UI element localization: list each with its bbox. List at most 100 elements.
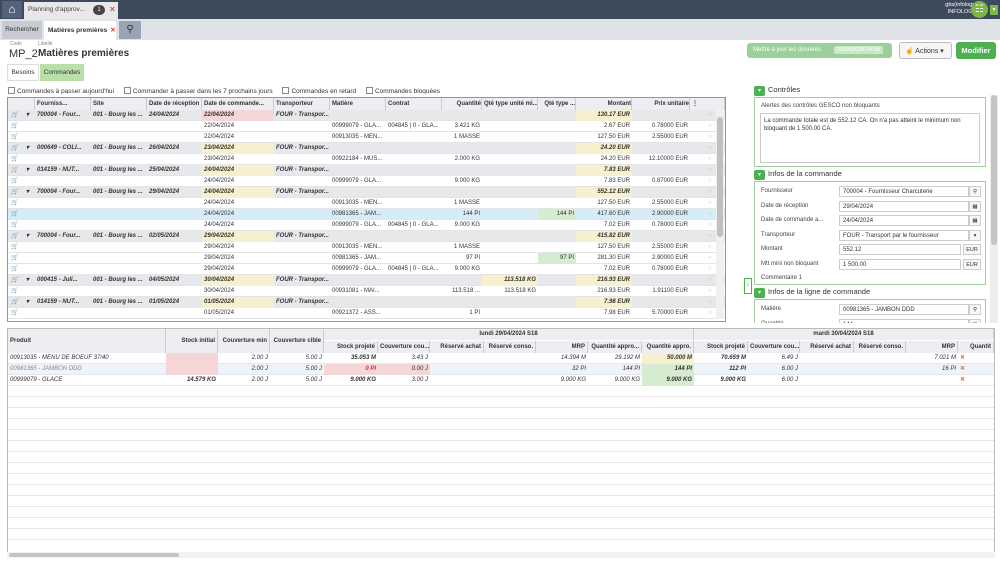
column-header[interactable]: Site xyxy=(91,98,147,110)
field-input[interactable]: 00981365 - JAMBON DDD xyxy=(839,304,969,315)
cart-icon[interactable]: 🛒 xyxy=(11,123,19,129)
cart-icon[interactable]: 🛒 xyxy=(11,167,19,173)
field-action-icon[interactable]: ⚲ xyxy=(969,304,981,315)
column-header[interactable]: Contrat xyxy=(386,98,442,110)
checkbox[interactable] xyxy=(282,87,290,94)
cart-icon[interactable]: 🛒 xyxy=(11,299,19,305)
close-icon[interactable]: ✕ xyxy=(960,377,966,383)
column-header[interactable]: Date de réception xyxy=(147,98,202,110)
row-status-icon[interactable]: ○ xyxy=(708,255,712,261)
column-header[interactable]: Réservé conso. xyxy=(854,341,906,353)
alert-textarea[interactable]: La commande totale est de 552.12 CA. On … xyxy=(760,113,980,163)
row-status-icon[interactable]: ○ xyxy=(708,156,712,162)
cart-icon[interactable]: 🛒 xyxy=(11,178,19,184)
update-data-button[interactable]: Mettre à jour les données 23/04/2024 04:0… xyxy=(747,43,892,58)
home-icon[interactable]: ⌂ xyxy=(2,1,22,18)
column-header[interactable]: Fourniss... xyxy=(35,98,91,110)
row-status-icon[interactable]: ○ xyxy=(708,299,712,305)
row-status-icon[interactable]: ○ xyxy=(708,145,712,151)
column-header[interactable]: Qté type ... xyxy=(538,98,576,110)
group-row[interactable]: 🛒 ▾ 014159 - NUT... 001 - Bourg les ... 01/0… xyxy=(8,297,725,308)
grid-scrollbar[interactable] xyxy=(716,109,724,319)
row-status-icon[interactable]: ○ xyxy=(708,211,712,217)
column-header[interactable]: Qté type unité mi... xyxy=(482,98,538,110)
column-header[interactable]: Montant xyxy=(576,98,632,110)
chevron-down-icon[interactable]: ▾ xyxy=(26,277,30,283)
row-status-icon[interactable]: ○ xyxy=(708,222,712,228)
field-input[interactable]: FOUR - Transport par le fournisseur xyxy=(839,229,969,241)
table-row[interactable]: 🛒 30/04/2024 00931081 - MAI... 113.518 ... 1… xyxy=(8,286,725,297)
column-header[interactable]: Matière xyxy=(330,98,386,110)
row-status-icon[interactable]: ○ xyxy=(708,167,712,173)
cart-icon[interactable]: 🛒 xyxy=(11,244,19,250)
table-row[interactable]: 🛒 24/04/2024 00999079 - GLA... 004845 | 0 -… xyxy=(8,220,725,231)
column-header[interactable]: Stock projeté xyxy=(324,341,378,353)
column-header[interactable]: Quantit xyxy=(958,341,994,353)
cart-icon[interactable]: 🛒 xyxy=(11,277,19,283)
table-row[interactable]: 00999079 - GLACE 14.579 KG 2.00 J 5.00 J 9.0… xyxy=(8,375,994,386)
cart-icon[interactable]: 🛒 xyxy=(11,156,19,162)
cart-icon[interactable]: 🛒 xyxy=(11,222,19,228)
chevron-right-icon[interactable]: › xyxy=(744,278,752,294)
table-row[interactable]: 🛒 24/04/2024 00913035 - MEN... 1 MASSE 127.5… xyxy=(8,198,725,209)
chevron-down-icon[interactable]: ▾ xyxy=(26,145,30,151)
column-menu-icon[interactable]: ⋮ xyxy=(690,98,725,110)
field-action-icon[interactable]: ▦ xyxy=(969,318,981,323)
table-row[interactable] xyxy=(8,386,994,397)
section-controles[interactable]: ▾ Contrôles xyxy=(754,85,800,97)
checkbox[interactable] xyxy=(365,87,373,94)
cart-icon[interactable]: 🛒 xyxy=(11,255,19,261)
table-row[interactable]: 🛒 29/04/2024 00999079 - GLA... 004845 | 0 -… xyxy=(8,264,725,275)
bottom-scrollbar[interactable] xyxy=(7,552,995,558)
chevron-down-icon[interactable]: ▾ xyxy=(26,299,30,305)
table-row[interactable] xyxy=(8,452,994,463)
column-header[interactable]: Quantité appro. xyxy=(642,341,694,353)
close-icon[interactable]: ✕ xyxy=(960,355,966,361)
row-status-icon[interactable]: ○ xyxy=(708,200,712,206)
row-status-icon[interactable]: ○ xyxy=(708,310,712,316)
scroll-thumb[interactable] xyxy=(717,117,723,237)
app-tab[interactable]: Planning d'approv... 1 ✕ xyxy=(24,2,118,19)
table-row[interactable] xyxy=(8,441,994,452)
field-action-icon[interactable]: ▾ xyxy=(969,229,981,241)
table-row[interactable]: 🛒 22/04/2024 00999079 - GLA... 004845 | 0 -… xyxy=(8,121,725,132)
field-input[interactable]: 552.12 xyxy=(839,244,961,255)
column-header[interactable]: MRP xyxy=(906,341,958,353)
table-row[interactable] xyxy=(8,419,994,430)
field-action-icon[interactable]: ⚲ xyxy=(969,186,981,197)
cart-icon[interactable]: 🛒 xyxy=(11,189,19,195)
table-row[interactable]: 🛒 23/04/2024 00922184 - MUS... 2.000 KG 24.2… xyxy=(8,154,725,165)
cart-icon[interactable]: 🛒 xyxy=(11,266,19,272)
row-status-icon[interactable]: ○ xyxy=(708,244,712,250)
group-row[interactable]: 🛒 ▾ 700004 - Four... 001 - Bourg les ... 24/… xyxy=(8,110,725,121)
group-row[interactable]: 🛒 ▾ 014159 - NUT... 001 - Bourg les ... 25/0… xyxy=(8,165,725,176)
cart-icon[interactable]: 🛒 xyxy=(11,233,19,239)
tab-record[interactable]: Matières premières ✕ xyxy=(44,21,116,40)
tab-search[interactable]: Rechercher xyxy=(2,21,42,39)
column-header[interactable]: MRP xyxy=(536,341,588,353)
field-action-icon[interactable]: ▦ xyxy=(969,200,981,212)
table-row[interactable]: 🛒 29/04/2024 00913035 - MEN... 1 MASSE 127.5… xyxy=(8,242,725,253)
filter-today[interactable]: Commandes à passer aujourd'hui xyxy=(8,87,114,95)
panel-scrollbar[interactable] xyxy=(990,95,998,323)
table-row[interactable] xyxy=(8,474,994,485)
table-row[interactable]: 🛒 22/04/2024 00913035 - MEN... 1 MASSE 127.5… xyxy=(8,132,725,143)
row-status-icon[interactable]: ○ xyxy=(708,178,712,184)
cart-icon[interactable]: 🛒 xyxy=(11,134,19,140)
close-icon[interactable]: ✕ xyxy=(960,366,966,372)
chevron-down-icon[interactable]: ▾ xyxy=(754,86,765,96)
column-header[interactable]: Quantité xyxy=(442,98,482,110)
table-row[interactable] xyxy=(8,529,994,540)
table-row[interactable] xyxy=(8,496,994,507)
row-status-icon[interactable]: ○ xyxy=(708,112,712,118)
checkbox[interactable] xyxy=(8,87,15,94)
column-header[interactable]: Couverture cou... xyxy=(378,341,430,353)
table-row[interactable]: 🛒 24/04/2024 00999079 - GLA... 9.000 KG 7.83… xyxy=(8,176,725,187)
field-action-icon[interactable]: ▦ xyxy=(969,215,981,226)
column-header[interactable]: Produit xyxy=(8,329,166,353)
chevron-down-icon[interactable]: ▾ xyxy=(26,233,30,239)
table-row[interactable] xyxy=(8,507,994,518)
row-status-icon[interactable]: ○ xyxy=(708,123,712,129)
field-input[interactable]: 1 500.00 xyxy=(839,258,961,270)
